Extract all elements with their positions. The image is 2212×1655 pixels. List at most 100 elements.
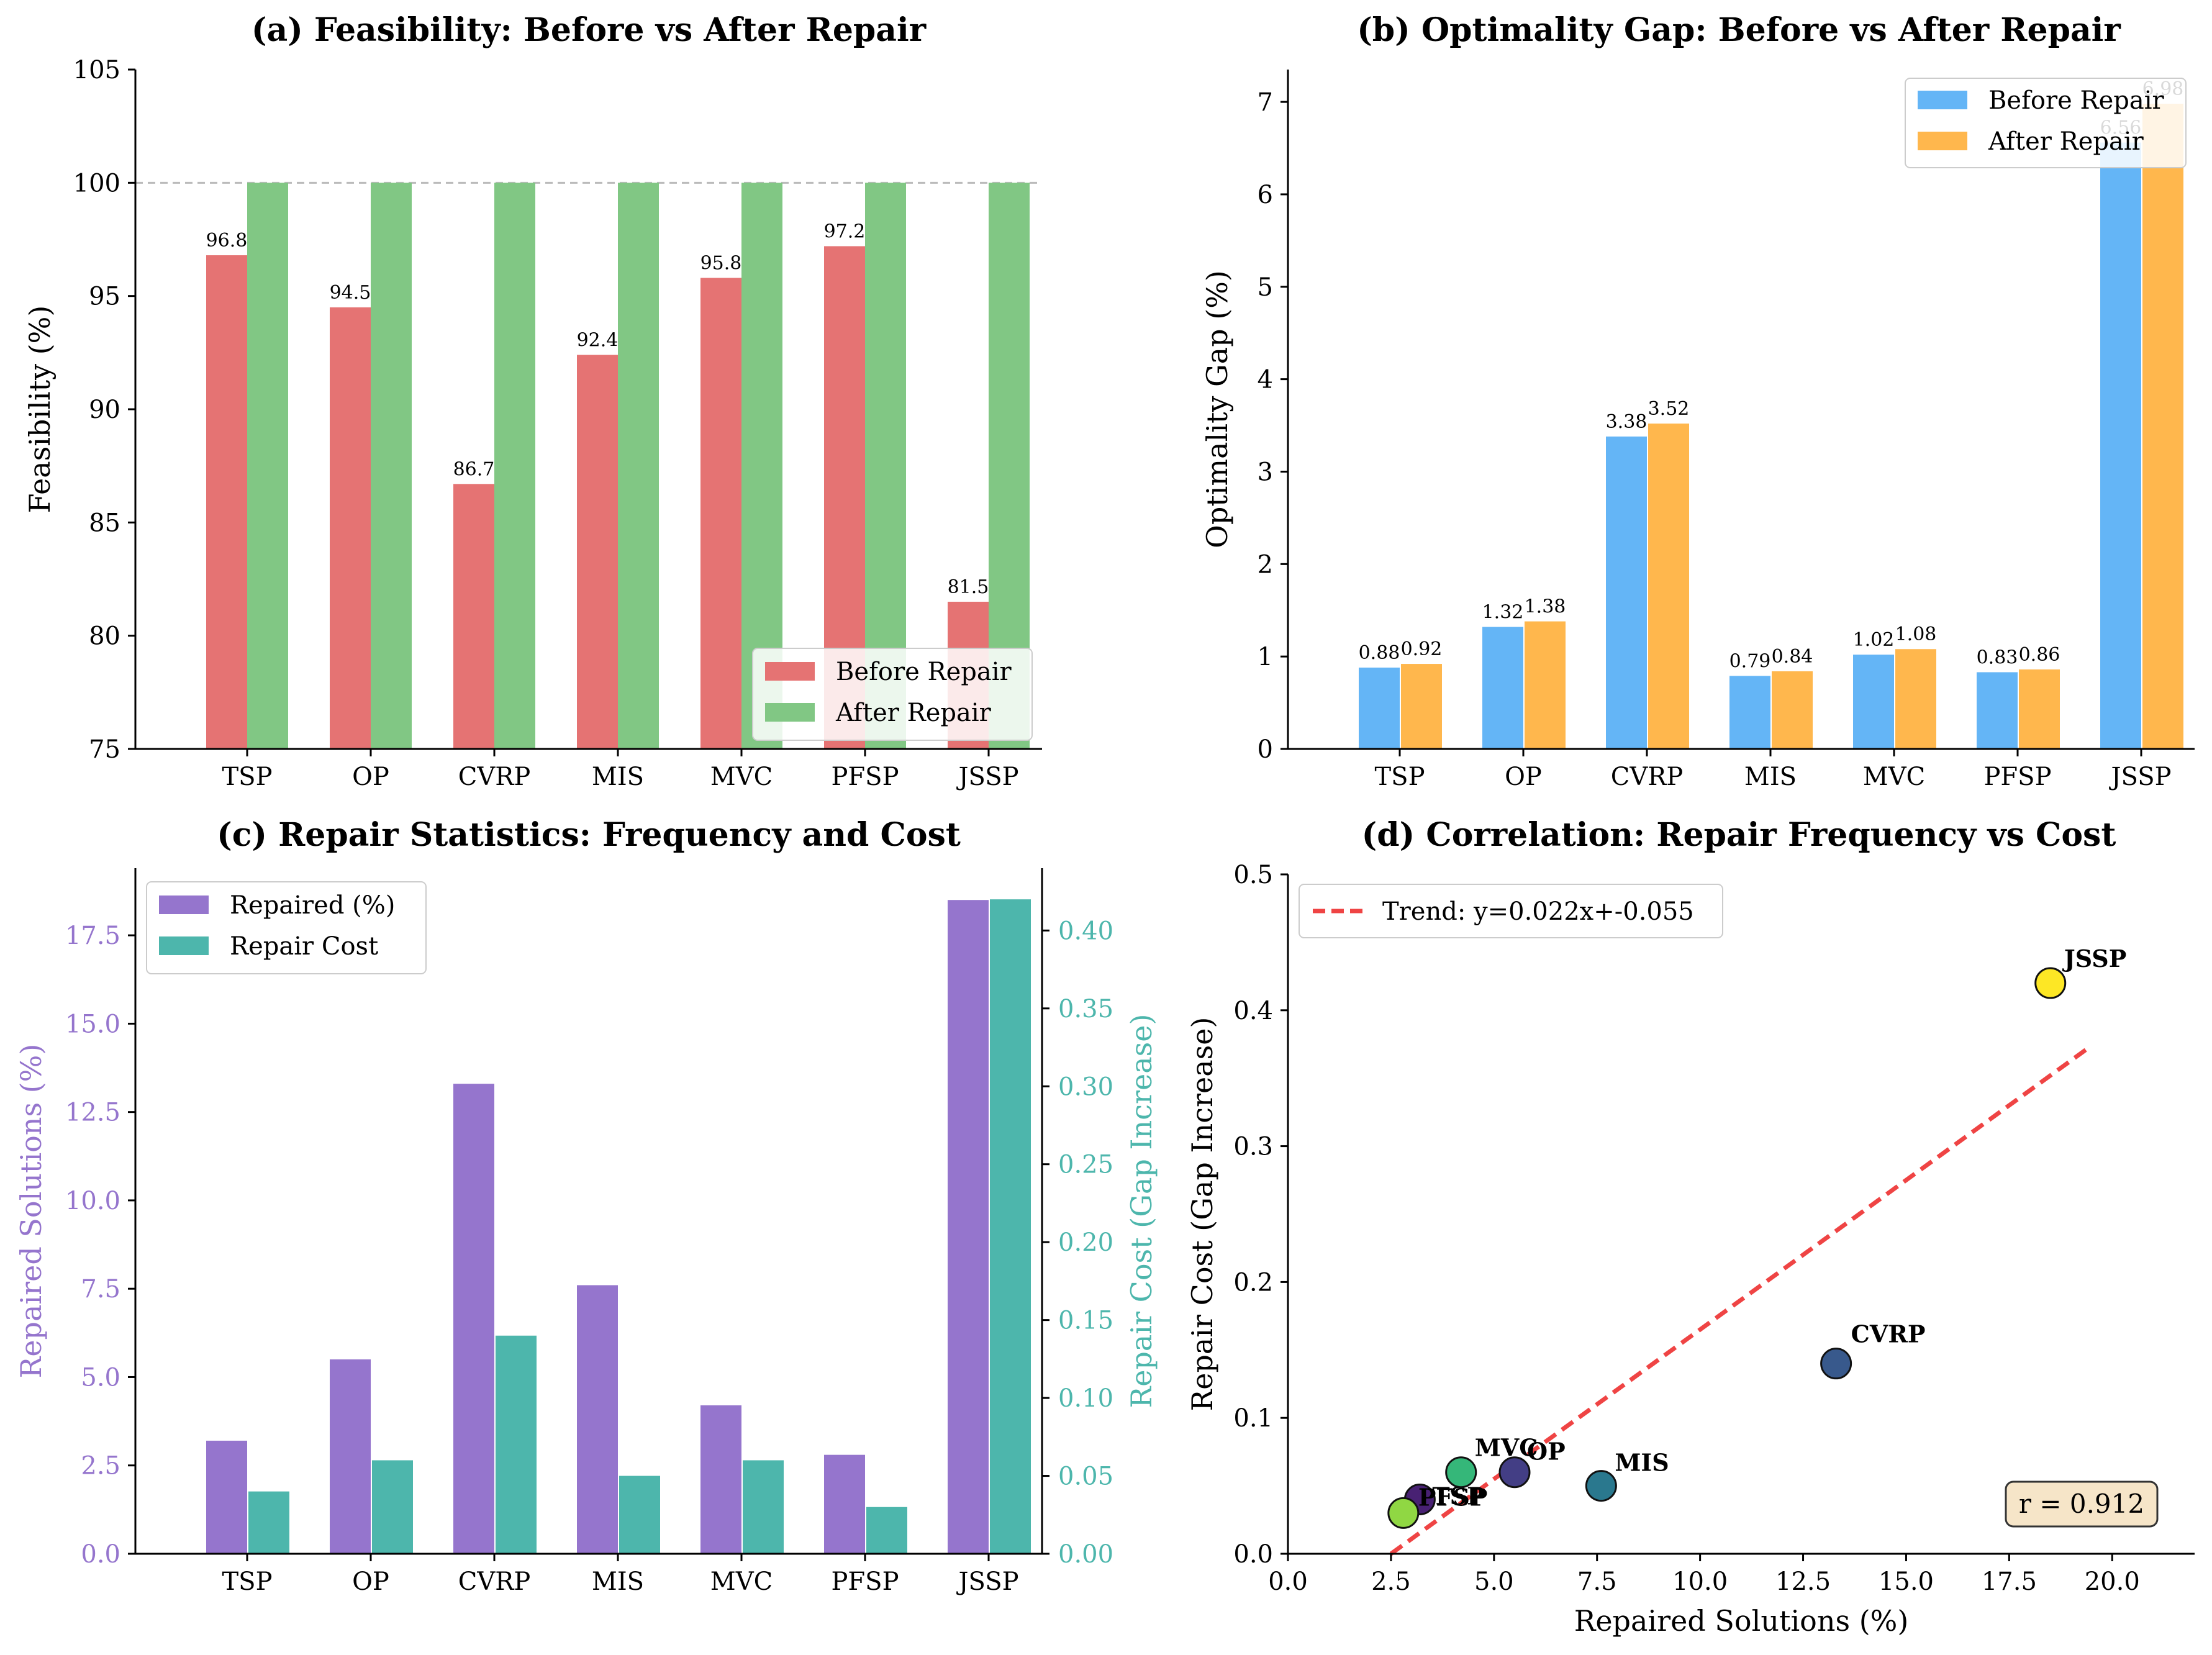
point-jssp [2034, 967, 2067, 999]
correlation-label: r = 0.912 [2019, 1489, 2144, 1519]
trend-line [1389, 1043, 2093, 1556]
y-tick-label: 0.2 [1233, 1268, 1273, 1297]
y-tick-label: 0.4 [1233, 997, 1273, 1025]
y-tick-label: 0.3 [1233, 1133, 1273, 1161]
y-tick-label: 2.5 [81, 1452, 120, 1480]
point-label-pfsp: PFSP [1418, 1483, 1488, 1511]
panel-c-title: (c) Repair Statistics: Frequency and Cos… [217, 816, 961, 854]
data-label-before-pfsp: 0.83 [1977, 646, 2018, 668]
x-tick-label: 2.5 [1371, 1567, 1411, 1596]
y-tick-label: 2 [1258, 550, 1273, 579]
panel-a-y-axis-title: Feasibility (%) [23, 306, 57, 514]
y-tick-label: 95 [89, 283, 120, 311]
x-tick-label: 0.0 [1268, 1567, 1308, 1596]
legend-swatch-before [765, 662, 815, 681]
x-tick-label: TSP [1375, 763, 1425, 791]
data-label-after-mis: 0.84 [1772, 646, 1813, 668]
correlation-annotation: r = 0.912 [2005, 1480, 2159, 1528]
bar-cost-mis [619, 1476, 660, 1554]
panel-c: (c) Repair Statistics: Frequency and Cos… [14, 816, 1158, 1596]
panel-a-legend: Before Repair After Repair [752, 648, 1033, 741]
bar-repaired-mis [577, 1285, 618, 1554]
y-tick-label-right: 0.35 [1058, 995, 1113, 1023]
y-tick-label: 5 [1258, 273, 1273, 302]
data-label-before-op: 1.32 [1482, 602, 1524, 623]
y-tick-label: 0.0 [81, 1540, 120, 1569]
x-tick-label: MVC [1863, 763, 1925, 791]
legend-label-trend: Trend: y=0.022x+-0.055 [1382, 897, 1694, 926]
x-tick-label: PFSP [832, 763, 899, 791]
point-label-jssp: JSSP [2062, 945, 2127, 973]
bar-repaired-mvc [700, 1405, 741, 1554]
legend-label-repaired: Repaired (%) [230, 891, 395, 920]
y-tick-label: 0.1 [1233, 1404, 1273, 1433]
bar-before-op [1482, 627, 1523, 749]
panel-c-y-axis-right-title: Repair Cost (Gap Increase) [1125, 1014, 1158, 1408]
x-tick-label: 10.0 [1672, 1567, 1728, 1596]
panel-d-title: (d) Correlation: Repair Frequency vs Cos… [1362, 816, 2116, 854]
data-label-before-tsp: 0.88 [1359, 642, 1400, 664]
data-label-before-mis: 92.4 [577, 329, 619, 351]
y-tick-label: 75 [89, 735, 120, 764]
panel-c-legend: Repaired (%) Repair Cost [146, 881, 427, 974]
y-tick-label: 12.5 [65, 1099, 120, 1127]
bar-cost-pfsp [866, 1507, 907, 1554]
point-label-mvc: MVC [1475, 1434, 1538, 1462]
x-tick-label: JSSP [956, 1567, 1018, 1596]
y-tick-label: 90 [89, 396, 120, 424]
bar-before-mvc [700, 278, 741, 749]
legend-label-after: After Repair [835, 699, 992, 727]
data-label-before-cvrp: 86.7 [453, 458, 495, 480]
x-tick-label: PFSP [832, 1567, 899, 1596]
x-tick-label: OP [352, 763, 389, 791]
data-label-before-mis: 0.79 [1729, 650, 1771, 672]
data-label-before-cvrp: 3.38 [1606, 411, 1648, 433]
x-tick-label: 12.5 [1775, 1567, 1831, 1596]
data-label-after-pfsp: 0.86 [2019, 644, 2060, 666]
legend-label-before: Before Repair [1988, 86, 2164, 115]
bar-before-tsp [206, 255, 247, 749]
bar-cost-cvrp [496, 1335, 537, 1554]
bar-after-tsp [247, 183, 288, 749]
y-tick-label: 0.5 [1233, 861, 1273, 889]
x-tick-label: CVRP [458, 763, 531, 791]
data-label-after-op: 1.38 [1525, 596, 1566, 618]
point-cvrp [1820, 1348, 1852, 1380]
x-tick-label: 15.0 [1879, 1567, 1934, 1596]
x-tick-label: 20.0 [2085, 1567, 2140, 1596]
x-tick-label: JSSP [2108, 763, 2171, 791]
y-tick-label: 0 [1258, 735, 1273, 764]
data-label-before-mvc: 1.02 [1853, 629, 1895, 651]
bar-after-cvrp [1648, 424, 1689, 749]
y-tick-label-right: 0.00 [1058, 1540, 1113, 1569]
panel-d: (d) Correlation: Repair Frequency vs Cos… [1185, 816, 2195, 1638]
x-tick-label: MVC [710, 1567, 773, 1596]
x-tick-label: MIS [592, 1567, 644, 1596]
y-tick-label-right: 0.10 [1058, 1384, 1113, 1413]
y-tick-label: 6 [1258, 181, 1273, 209]
y-tick-label-right: 0.15 [1058, 1307, 1113, 1335]
legend-label-before: Before Repair [836, 658, 1012, 686]
data-label-before-mvc: 95.8 [700, 252, 742, 274]
bar-after-op [371, 183, 412, 749]
panel-d-y-axis-title: Repair Cost (Gap Increase) [1185, 1017, 1219, 1412]
point-label-mis: MIS [1615, 1449, 1669, 1477]
bar-after-mis [1772, 671, 1813, 749]
x-tick-label: TSP [222, 763, 273, 791]
point-op [1498, 1456, 1531, 1489]
x-tick-label: MVC [710, 763, 773, 791]
x-tick-label: TSP [222, 1567, 273, 1596]
y-tick-label: 4 [1258, 366, 1273, 394]
bar-after-cvrp [494, 183, 535, 749]
data-label-after-mvc: 1.08 [1895, 623, 1937, 645]
legend-label-cost: Repair Cost [230, 932, 378, 961]
x-tick-label: 5.0 [1474, 1567, 1514, 1596]
y-tick-label: 3 [1258, 458, 1273, 486]
panel-c-y-axis-title: Repaired Solutions (%) [14, 1044, 48, 1379]
bar-before-jssp [2100, 142, 2141, 749]
y-tick-label-right: 0.05 [1058, 1462, 1113, 1491]
bar-repaired-op [330, 1359, 371, 1554]
data-label-after-cvrp: 3.52 [1648, 398, 1690, 420]
x-tick-label: MIS [592, 763, 644, 791]
